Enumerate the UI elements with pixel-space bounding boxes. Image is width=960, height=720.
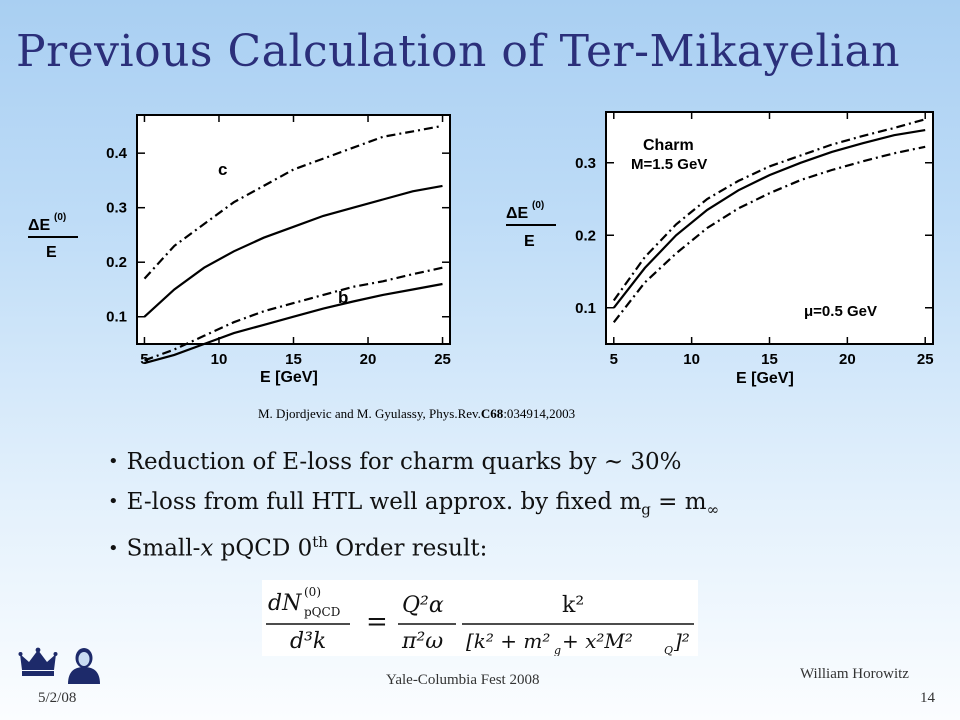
x-tick-label: 5 [610, 351, 618, 368]
formula-box: dN (0) pQCD d³k = Q²α π²ω k² [k² + m² g … [262, 580, 698, 657]
y-axis-label: ΔE (0) E [506, 200, 556, 250]
axes: 5 10 15 20 25 0.1 0.2 0.3 0.4 [106, 115, 451, 368]
y-tick-label: 0.3 [106, 200, 127, 217]
y-tick-label: 0.1 [575, 300, 596, 317]
citation: M. Djordjevic and M. Gyulassy, Phys.Rev.… [258, 406, 575, 422]
y-axis-label-numerator: ΔE [28, 217, 51, 234]
citation-authors: M. Djordjevic and M. Gyulassy, Phys.Rev. [258, 406, 481, 421]
crown-logo-icon [18, 647, 58, 676]
x-tick-label: 10 [211, 351, 228, 368]
bullet-list: • Reduction of E-loss for charm quarks by… [108, 444, 719, 564]
series-line [143, 184, 443, 318]
bullet-text: Small- [126, 535, 201, 562]
formula-lhs-superscript: (0) [304, 585, 321, 599]
annotation-c: c [218, 160, 227, 179]
footer-event: Yale-Columbia Fest 2008 [386, 672, 540, 688]
y-axis-label-superscript: (0) [54, 212, 66, 223]
series-line [612, 118, 926, 302]
series-line [144, 282, 443, 365]
bullet-item: • Small-x pQCD 0th Order result: [108, 533, 488, 562]
subscript-g: g [641, 500, 651, 519]
x-tick-label: 20 [360, 351, 377, 368]
series-line [143, 124, 443, 280]
y-tick-label: 0.1 [106, 309, 127, 326]
bullet-text-end: Order result: [327, 535, 488, 562]
y-axis-label-numerator: ΔE [506, 205, 529, 222]
formula-mid-denominator: π²ω [401, 629, 443, 654]
formula-rhs-denominator-end: ]² [673, 629, 690, 653]
formula-mid-numerator: Q²α [402, 593, 444, 618]
formula-rhs-denominator-mid: + x²M² [562, 629, 633, 653]
formula-equals: = [366, 607, 388, 637]
annotation-b: b [338, 288, 348, 307]
x-tick-label: 15 [761, 351, 778, 368]
formula-lhs-numerator: dN [268, 591, 302, 616]
footer-date: 5/2/08 [38, 690, 77, 706]
plot-frame [136, 114, 451, 345]
y-tick-label: 0.2 [106, 254, 127, 271]
citation-volume: C68 [480, 406, 504, 421]
subscript-infinity: ∞ [706, 500, 720, 519]
axes: 5 10 15 20 25 0.1 0.2 0.3 [575, 112, 934, 368]
italic-x: x [200, 535, 214, 562]
bullet-text: Reduction of E-loss for charm quarks by … [126, 449, 682, 475]
bullet-text: E-loss from full HTL well approx. by fix… [126, 489, 642, 515]
x-axis-label: E [GeV] [736, 370, 794, 387]
y-tick-label: 0.3 [575, 155, 596, 172]
x-tick-label: 5 [140, 351, 148, 368]
formula-subscript-Q: Q [664, 644, 673, 656]
series-line [144, 266, 443, 362]
x-tick-label: 25 [917, 351, 934, 368]
plot-frame [605, 111, 934, 345]
formula-subscript-g: g [554, 644, 561, 656]
bullet-text-mid: pQCD 0 [213, 535, 313, 562]
slide-title: Previous Calculation of Ter-Mikayelian [16, 26, 901, 77]
page-number: 14 [920, 690, 935, 706]
y-axis-label-denominator: E [46, 244, 57, 261]
x-tick-label: 15 [285, 351, 302, 368]
x-tick-label: 25 [434, 351, 451, 368]
formula: dN (0) pQCD d³k = Q²α π²ω k² [k² + m² g … [266, 585, 694, 657]
annotation-mass: M=1.5 GeV [631, 156, 707, 173]
bullet-text-mid: = m [650, 489, 707, 515]
formula-rhs-numerator: k² [562, 593, 584, 618]
x-axis-label: E [GeV] [260, 369, 318, 386]
y-tick-label: 0.2 [575, 227, 596, 244]
x-tick-label: 10 [683, 351, 700, 368]
superscript-th: th [312, 533, 328, 551]
x-tick-label: 20 [839, 351, 856, 368]
annotation-mu: μ=0.5 GeV [804, 303, 877, 320]
portrait-logo-icon [68, 648, 100, 684]
y-axis-label: ΔE (0) E [28, 212, 78, 261]
formula-lhs-subscript: pQCD [304, 605, 340, 619]
y-tick-label: 0.4 [106, 145, 128, 162]
citation-number: :034914,2003 [503, 406, 576, 421]
y-axis-label-denominator: E [524, 233, 535, 250]
footer-author: William Horowitz [800, 666, 909, 682]
series-line [612, 145, 926, 323]
series-line [612, 129, 926, 309]
y-axis-label-superscript: (0) [532, 200, 544, 211]
bullet-item: • E-loss from full HTL well approx. by fi… [108, 489, 720, 519]
formula-rhs-denominator: [k² + m² [466, 629, 550, 653]
annotation-charm: Charm [643, 137, 694, 154]
bullet-item: • Reduction of E-loss for charm quarks by… [108, 449, 682, 475]
formula-lhs-denominator: d³k [290, 629, 326, 654]
